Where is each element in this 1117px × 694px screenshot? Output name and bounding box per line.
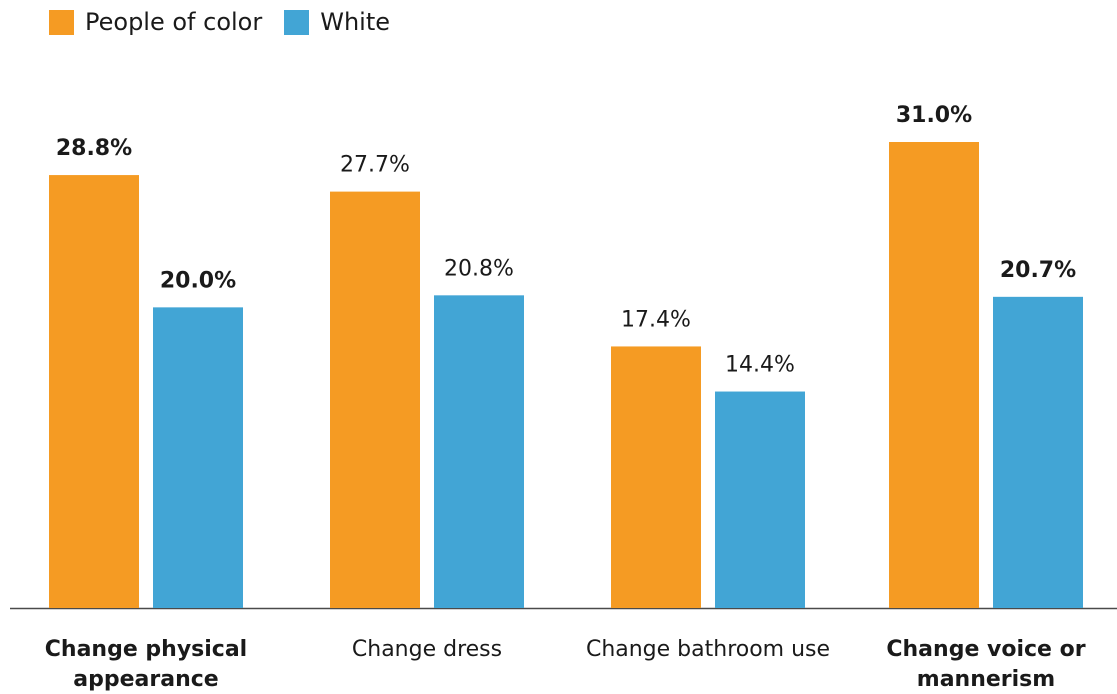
data-label-people-of-color-3: 17.4%: [621, 307, 691, 332]
legend-label-white: White: [320, 8, 391, 36]
bar-white-2: [434, 295, 524, 608]
category-label-line: Change voice or: [886, 637, 1085, 662]
legend-item-people-of-color: People of color: [49, 8, 262, 36]
data-label-people-of-color-4: 31.0%: [896, 103, 972, 128]
data-label-people-of-color-2: 27.7%: [340, 153, 410, 178]
category-label-line: mannerism: [917, 667, 1055, 692]
bar-people-of-color-1: [49, 175, 139, 608]
data-label-white-4: 20.7%: [1000, 258, 1076, 283]
bar-white-4: [993, 296, 1083, 608]
data-label-white-3: 14.4%: [725, 353, 795, 378]
category-label-line: Change bathroom use: [586, 637, 830, 662]
category-label-line: Change physical: [45, 637, 247, 662]
category-label-3: Change bathroom use: [586, 637, 830, 662]
bar-people-of-color-3: [611, 346, 701, 608]
category-label-1: Change physical appearance: [45, 637, 247, 692]
category-label-4: Change voice or mannerism: [886, 637, 1085, 692]
category-label-2: Change dress: [352, 637, 502, 662]
legend: People of color White: [49, 8, 390, 36]
category-label-line: Change dress: [352, 637, 502, 662]
legend-swatch-people-of-color: [49, 9, 74, 35]
category-label-line: appearance: [73, 667, 218, 692]
data-label-people-of-color-1: 28.8%: [56, 136, 132, 161]
data-label-white-2: 20.8%: [444, 256, 514, 281]
bar-white-3: [715, 391, 805, 608]
bar-white-1: [153, 307, 243, 608]
legend-label-people-of-color: People of color: [85, 8, 263, 36]
legend-swatch-white: [284, 9, 310, 35]
bar-people-of-color-2: [330, 191, 420, 608]
data-label-white-1: 20.0%: [160, 268, 236, 293]
bar-people-of-color-4: [889, 142, 979, 608]
legend-item-white: White: [284, 8, 390, 36]
